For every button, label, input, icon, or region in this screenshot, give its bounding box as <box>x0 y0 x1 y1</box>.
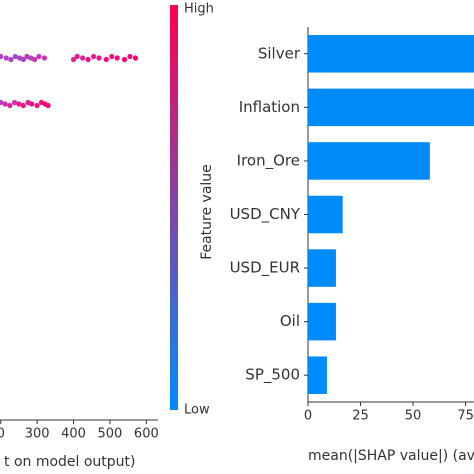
bar <box>308 249 336 287</box>
dot <box>34 102 40 109</box>
x-tick-label: 300 <box>25 427 50 442</box>
dot <box>0 53 4 60</box>
colorbar-label: Feature value <box>199 164 215 260</box>
bar <box>308 195 343 234</box>
colorbar <box>170 5 178 410</box>
bar <box>308 356 327 394</box>
x-axis-label: mean(|SHAP value|) (averag <box>308 448 474 464</box>
x-tick-label: 600 <box>134 427 159 442</box>
dot <box>0 99 4 106</box>
category-label: Silver <box>258 44 301 62</box>
dot <box>11 99 18 106</box>
x-tick-label: 25 <box>352 409 369 424</box>
dot <box>3 55 9 61</box>
dot <box>109 53 115 60</box>
x-tick-label: 500 <box>98 427 123 442</box>
bar <box>308 88 474 127</box>
bar <box>308 35 474 73</box>
x-tick-label: 75 <box>457 409 474 424</box>
colorbar-low: Low <box>184 403 210 418</box>
dot <box>85 56 91 63</box>
dot <box>31 56 38 63</box>
category-label: Oil <box>280 312 300 330</box>
dot <box>74 53 80 60</box>
dot <box>2 101 8 107</box>
dot <box>103 56 109 63</box>
x-tick-label: 0 <box>304 409 312 424</box>
dot <box>132 55 139 61</box>
dot <box>127 53 133 60</box>
colorbar-high: High <box>184 2 214 17</box>
dot <box>41 55 48 61</box>
dot <box>96 55 102 61</box>
dot <box>121 56 128 63</box>
dot <box>45 102 51 109</box>
dot <box>70 56 77 63</box>
dot <box>114 55 120 61</box>
category-label: Inflation <box>239 98 300 116</box>
dot <box>36 53 42 60</box>
dot <box>8 56 14 63</box>
x-tick-label: 400 <box>61 427 86 442</box>
dot <box>24 53 30 60</box>
dot <box>29 101 35 107</box>
x-axis-label: t on model output) <box>4 454 136 470</box>
category-label: SP_500 <box>245 366 300 385</box>
dot <box>20 102 26 109</box>
dot <box>12 53 18 60</box>
dot <box>16 101 22 107</box>
category-label: Iron_Ore <box>237 151 300 170</box>
bar <box>308 142 430 180</box>
dot <box>90 53 97 60</box>
x-tick-label: 0 <box>0 427 5 442</box>
dot <box>80 55 86 61</box>
x-tick-label: 50 <box>405 409 422 424</box>
category-label: USD_CNY <box>230 205 301 224</box>
bar <box>308 302 336 341</box>
dot <box>7 102 13 109</box>
category-label: USD_EUR <box>230 259 300 278</box>
dot <box>20 56 26 63</box>
